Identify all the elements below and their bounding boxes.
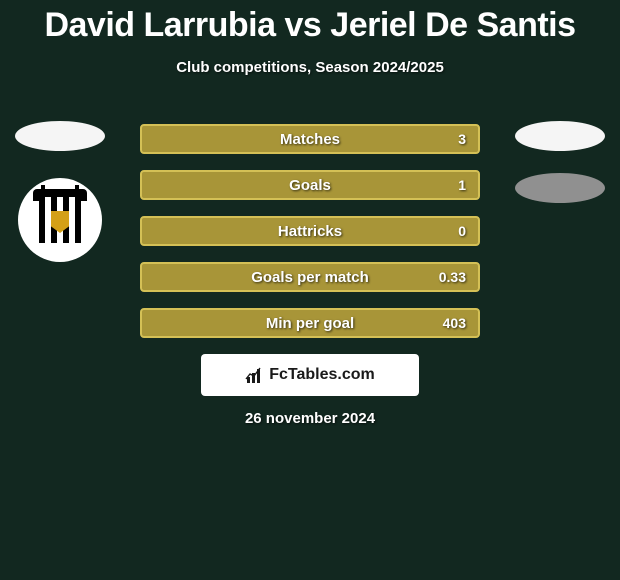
stat-right-value: 1 bbox=[426, 177, 466, 193]
footer-date: 26 november 2024 bbox=[0, 410, 620, 427]
subtitle: Club competitions, Season 2024/2025 bbox=[0, 59, 620, 76]
player-right-oval-1 bbox=[515, 121, 605, 151]
merida-badge-icon bbox=[29, 189, 91, 251]
stat-label: Min per goal bbox=[266, 315, 354, 332]
stat-row-min-per-goal: Min per goal 403 bbox=[140, 308, 480, 338]
stats-table: Matches 3 Goals 1 Hattricks 0 Goals per … bbox=[140, 124, 480, 354]
stat-label: Matches bbox=[280, 131, 340, 148]
stat-label: Goals bbox=[289, 177, 331, 194]
stat-row-matches: Matches 3 bbox=[140, 124, 480, 154]
stat-right-value: 3 bbox=[426, 131, 466, 147]
vs-separator: vs bbox=[285, 6, 322, 44]
stat-row-goals-per-match: Goals per match 0.33 bbox=[140, 262, 480, 292]
player-right-oval-2 bbox=[515, 173, 605, 203]
player-right-name: Jeriel De Santis bbox=[330, 6, 575, 44]
stat-right-value: 0 bbox=[426, 223, 466, 239]
player-left-name: David Larrubia bbox=[44, 6, 275, 44]
club-badge-left bbox=[18, 178, 102, 262]
stat-right-value: 403 bbox=[426, 315, 466, 331]
player-left-oval-1 bbox=[15, 121, 105, 151]
source-logo: FcTables.com bbox=[201, 354, 419, 396]
fctables-chart-icon bbox=[245, 367, 263, 383]
stat-label: Hattricks bbox=[278, 223, 342, 240]
stat-row-goals: Goals 1 bbox=[140, 170, 480, 200]
stats-comparison-card: David Larrubia vs Jeriel De Santis Club … bbox=[0, 0, 620, 580]
source-logo-text: FcTables.com bbox=[269, 366, 375, 384]
stat-label: Goals per match bbox=[251, 269, 369, 286]
page-title: David Larrubia vs Jeriel De Santis bbox=[0, 0, 620, 45]
stat-right-value: 0.33 bbox=[426, 269, 466, 285]
stat-row-hattricks: Hattricks 0 bbox=[140, 216, 480, 246]
